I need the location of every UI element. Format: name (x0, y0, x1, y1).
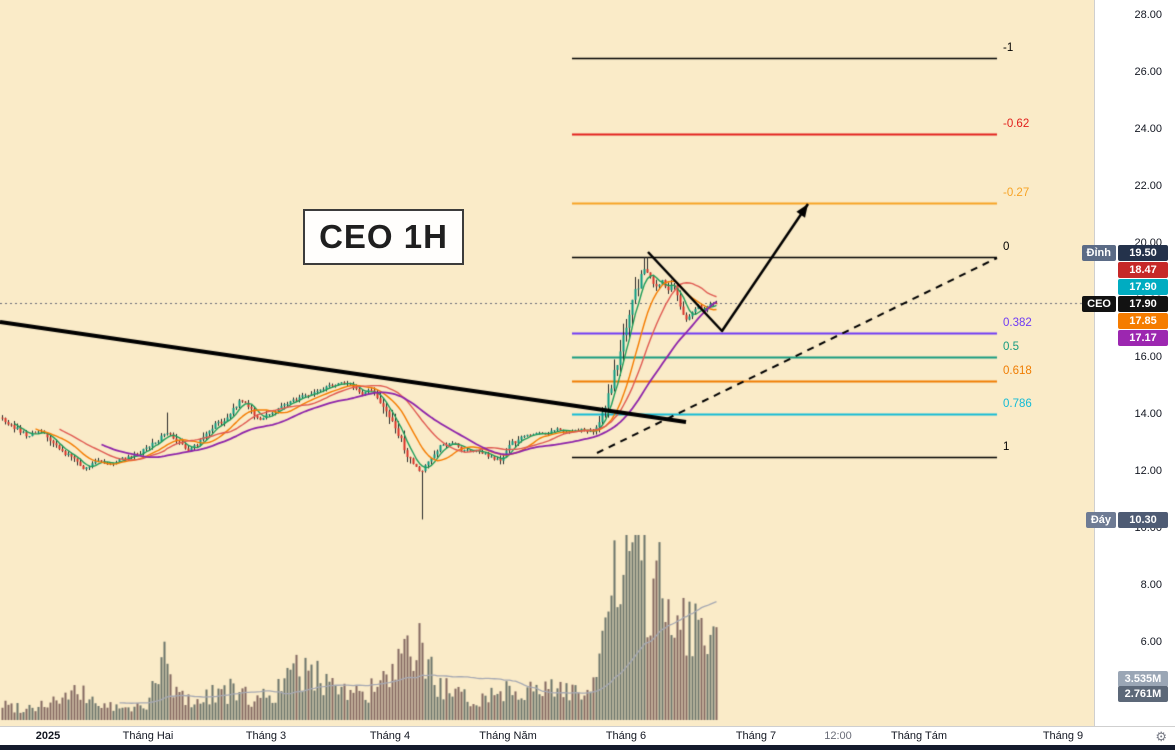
price-axis-tick: 20.00 (1134, 237, 1162, 249)
fib-level-label: -0.27 (1003, 187, 1030, 200)
price-axis-tick: 26.00 (1134, 66, 1162, 78)
price-axis[interactable]: 28.00 26.00 24.00 22.00 20.00 18.00 16.00 14.00… (1094, 0, 1175, 727)
fib-level-label: -1 (1003, 41, 1014, 54)
time-axis-tick: 2025 (35, 730, 61, 742)
time-axis-tick: 12:00 (824, 730, 852, 742)
time-axis[interactable]: ⚙ 2025 Tháng Hai Tháng 3 Tháng 4 Tháng Năm Th… (0, 726, 1175, 745)
price-axis-tick: 16.00 (1134, 351, 1162, 363)
time-axis-tick: Tháng 4 (369, 730, 411, 742)
price-axis-tick: 24.00 (1134, 123, 1162, 135)
fib-level-label: 0.382 (1003, 317, 1032, 330)
timezone-settings-icon[interactable]: ⚙ (1155, 729, 1167, 744)
time-axis-tick: Tháng Năm (479, 730, 537, 742)
time-axis-tick: Tháng Tám (890, 730, 948, 742)
price-axis-tick: 18.00 (1134, 294, 1162, 306)
fib-level-label: 0 (1003, 241, 1010, 254)
fib-level-label: 0.5 (1003, 341, 1019, 353)
chart-title-box[interactable]: CEO 1H (303, 209, 464, 265)
time-axis-tick: Tháng 7 (735, 730, 777, 742)
price-axis-tick: 14.00 (1134, 408, 1162, 420)
fib-level-label: 1 (1003, 440, 1010, 453)
price-axis-tick: 12.00 (1134, 465, 1162, 477)
fib-level-label: -0.62 (1003, 117, 1030, 130)
fib-level-label: 0.618 (1003, 364, 1032, 377)
time-axis-tick: Tháng 9 (1042, 730, 1084, 742)
fib-level-label: 0.786 (1003, 398, 1032, 410)
price-axis-tick: 28.00 (1134, 9, 1162, 21)
price-axis-tick: 6.00 (1140, 636, 1162, 648)
bottom-toolbar (0, 745, 1175, 750)
time-axis-tick: Tháng 3 (245, 730, 287, 742)
price-axis-tick: 10.00 (1134, 522, 1162, 534)
price-axis-tick: 22.00 (1134, 180, 1162, 192)
chart-title-text: CEO 1H (319, 218, 448, 255)
time-axis-tick: Tháng Hai (122, 730, 174, 742)
price-axis-tick: 8.00 (1140, 579, 1162, 591)
time-axis-tick: Tháng 6 (605, 730, 647, 742)
